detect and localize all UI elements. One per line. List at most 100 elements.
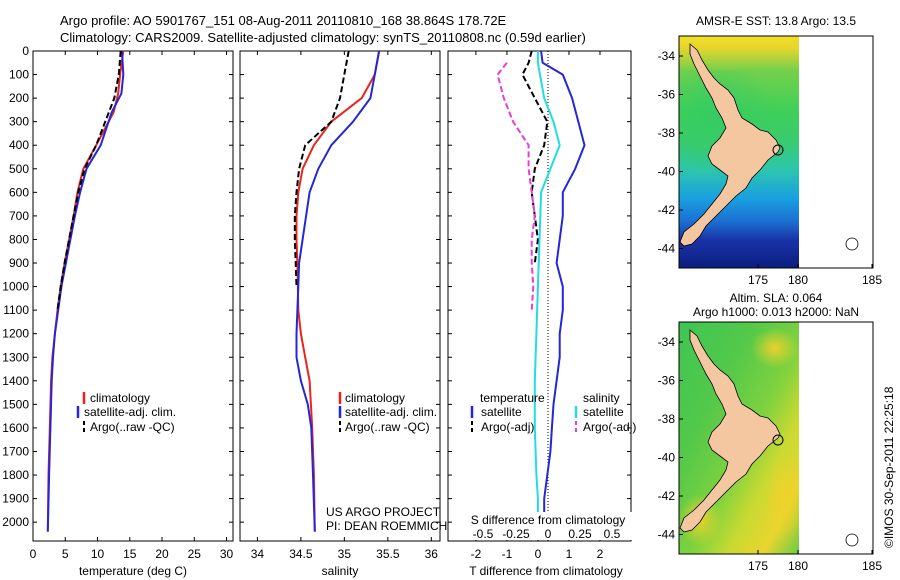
- depth-tick-label: 2000: [2, 515, 29, 529]
- map-lat-label: -40: [658, 451, 676, 465]
- map-lat-label: -36: [658, 374, 676, 388]
- difference-ticks: -2 -1 0 1 2: [448, 50, 631, 561]
- title-line-2: Climatology: CARS2009. Satellite-adjuste…: [60, 30, 586, 45]
- difference-series: [496, 51, 586, 532]
- series-line-temperature-argo-adj-: [521, 51, 549, 264]
- legend-title-salinity: salinity: [583, 391, 620, 405]
- depth-tick-label: 600: [9, 185, 29, 199]
- sla-map: Altim. SLA: 0.064 Argo h1000: 0.013 h200…: [658, 291, 883, 573]
- pi-annotation: PI: DEAN ROEMMICH: [326, 519, 447, 533]
- depth-tick-label: 1500: [2, 397, 29, 411]
- legend-label-s-satellite: satellite: [583, 405, 624, 419]
- depth-tick-label: 200: [9, 91, 29, 105]
- legend-label-t-argo: Argo(-adj): [481, 420, 534, 434]
- x-tick-label: 1: [566, 547, 573, 561]
- depth-tick-label: 400: [9, 138, 29, 152]
- new-zealand-land: [679, 329, 781, 533]
- depth-tick-label: 100: [9, 68, 29, 82]
- x-tick-label: 0: [30, 547, 37, 561]
- temperature-series: [46, 51, 125, 532]
- x-tick-label: 10: [91, 547, 105, 561]
- s-tick-050: 0.5: [604, 527, 621, 541]
- series-line-salinity-argo-adj-: [496, 62, 536, 311]
- legend-label-climatology: climatology: [90, 391, 150, 405]
- legend-label-s-argo: Argo(-adj): [583, 420, 636, 434]
- title-line-1: Argo profile: AO 5901767_151 08-Aug-2011…: [60, 13, 507, 28]
- argo-float-marker: [772, 144, 784, 156]
- temperature-xlabel: temperature (deg C): [79, 564, 187, 578]
- sst-empty-area: [799, 36, 873, 268]
- map-lat-label: -42: [658, 489, 676, 503]
- series-line-argo-raw-qc-: [293, 51, 350, 287]
- salinity-axes: [239, 50, 441, 542]
- s-tick-m025: -0.25: [502, 527, 530, 541]
- x-tick-label: 15: [123, 547, 137, 561]
- map-lon-label: 175: [748, 559, 768, 573]
- x-tick-label: -1: [502, 547, 513, 561]
- depth-tick-label: 700: [9, 209, 29, 223]
- legend-label-t-satellite: satellite: [481, 405, 522, 419]
- series-line-satellite-adj-clim-: [46, 51, 125, 532]
- depth-tick-label: 900: [9, 256, 29, 270]
- depth-tick-label: 800: [9, 232, 29, 246]
- difference-panel: -2 -1 0 1 2 T difference from climatology S …: [447, 50, 636, 578]
- x-tick-label: 34: [251, 547, 265, 561]
- x-tick-label: 36: [425, 547, 439, 561]
- salinity-panel: 34 34.5 35 35.5 36 salinity climatology sate…: [239, 50, 447, 578]
- x-tick-label: 5: [62, 547, 69, 561]
- sla-map-frame: [678, 321, 874, 555]
- series-line-salinity-satellite: [533, 51, 561, 532]
- x-tick-label: 34.5: [289, 547, 313, 561]
- sla-blob-2: [765, 454, 805, 546]
- depth-tick-label: 0: [22, 44, 29, 58]
- imos-credit: ©IMOS 30-Sep-2011 22:25:18: [882, 386, 896, 548]
- depth-tick-label: 1100: [3, 303, 29, 317]
- sla-map-title-1: Altim. SLA: 0.064: [730, 291, 823, 305]
- sla-map-title-2: Argo h1000: 0.013 h2000: NaN: [693, 305, 859, 319]
- map-lon-label: 175: [748, 273, 768, 287]
- map-lat-label: -42: [658, 203, 676, 217]
- x-tick-label: 2: [597, 547, 604, 561]
- island-chatham: [845, 237, 859, 251]
- argo-float-marker: [772, 434, 784, 446]
- legend-label-argo: Argo(..raw -QC): [345, 420, 430, 434]
- map-lat-label: -34: [658, 49, 676, 63]
- temperature-axes: [32, 50, 234, 542]
- depth-tick-label: 1400: [2, 374, 29, 388]
- depth-tick-label: 1200: [2, 327, 29, 341]
- s-difference-label-bg: [462, 512, 632, 540]
- temperature-ticks: 0 5 10 15 20 25 30: [30, 50, 234, 561]
- map-lat-label: -44: [658, 528, 676, 542]
- map-lat-label: -34: [658, 335, 676, 349]
- s-tick-m050: -0.5: [473, 527, 494, 541]
- depth-tick-label: 500: [9, 162, 29, 176]
- salinity-series: [293, 51, 381, 532]
- map-lat-label: -38: [658, 412, 676, 426]
- depth-tick-label: 1700: [2, 444, 29, 458]
- temperature-panel: 0100200300400500600700800900100011001200…: [2, 44, 233, 578]
- salinity-xlabel: salinity: [322, 564, 359, 578]
- series-line-climatology: [295, 51, 381, 532]
- legend-label-satellite: satellite-adj. clim.: [345, 405, 437, 419]
- s-tick-0: 0: [545, 527, 552, 541]
- depth-tick-label: 1800: [2, 468, 29, 482]
- depth-tick-label: 1600: [2, 421, 29, 435]
- depth-tick-label: 1000: [2, 280, 29, 294]
- map-lat-label: -40: [658, 165, 676, 179]
- temperature-legend: climatology satellite-adj. clim. Argo(..…: [76, 391, 176, 434]
- depth-tick-label: 1900: [2, 492, 29, 506]
- x-tick-label: 35.5: [376, 547, 400, 561]
- map-lon-label: 185: [862, 273, 882, 287]
- map-lat-label: -38: [658, 126, 676, 140]
- x-tick-label: 20: [155, 547, 169, 561]
- map-lat-label: -36: [658, 88, 676, 102]
- island-chatham: [845, 533, 859, 547]
- sla-blob-1: [751, 328, 799, 368]
- series-line-temperature-satellite: [540, 51, 586, 532]
- map-lon-label: 180: [788, 559, 808, 573]
- x-tick-label: 30: [220, 547, 234, 561]
- s-tick-025: 0.25: [568, 527, 592, 541]
- depth-tick-label: 300: [9, 115, 29, 129]
- x-tick-label: -2: [471, 547, 482, 561]
- depth-tick-labels: 0 100 200 300 400 500 600 700 800 900 1000 1100 1200…: [2, 44, 29, 529]
